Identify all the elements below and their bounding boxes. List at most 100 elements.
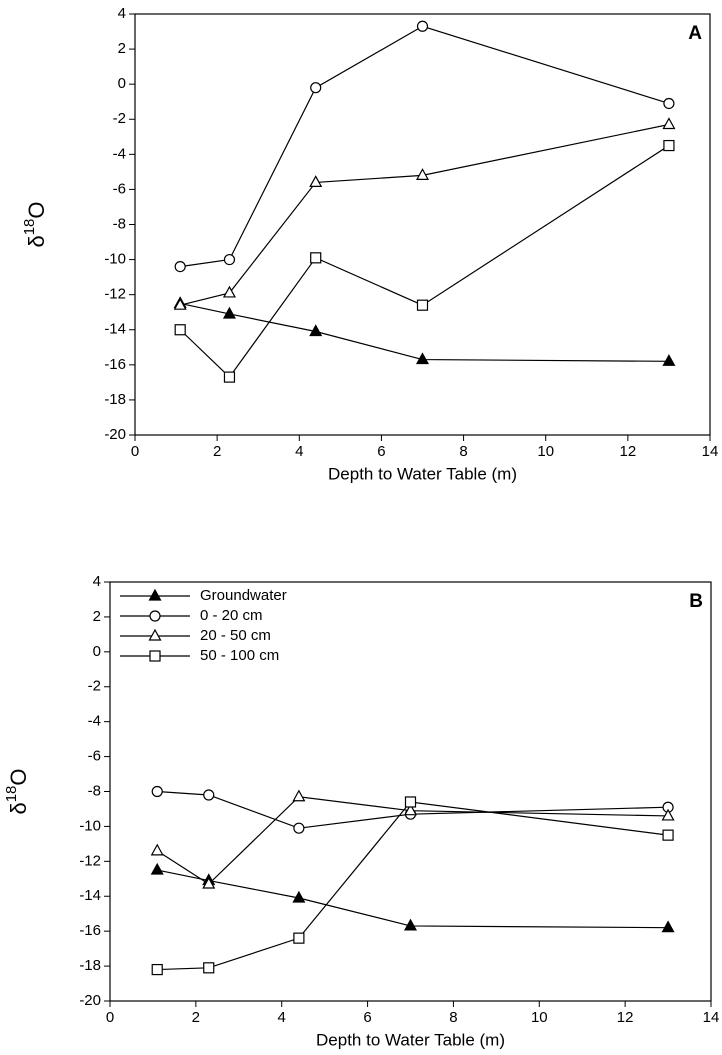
marker: [151, 785, 163, 798]
marker: [150, 843, 164, 856]
marker: [173, 297, 187, 310]
y-tick-label: 0: [93, 643, 101, 660]
y-tick-label: -14: [79, 887, 101, 904]
marker: [416, 20, 429, 32]
legend-marker: [149, 610, 161, 622]
x-tick-label: 0: [131, 443, 139, 460]
series-line: [180, 302, 669, 362]
y-tick-label: -6: [113, 180, 126, 197]
panel-label: B: [689, 591, 703, 612]
x-tick-label: 2: [213, 443, 221, 460]
x-axis-label: Depth to Water Table (m): [316, 1030, 505, 1049]
y-tick-label: -2: [113, 110, 126, 127]
marker: [203, 789, 215, 801]
y-tick-label: -12: [79, 852, 101, 869]
marker: [415, 168, 430, 180]
marker: [663, 139, 675, 152]
x-tick-label: 0: [106, 1009, 114, 1026]
y-tick-label: -8: [113, 215, 126, 232]
y-label-part: O: [6, 768, 31, 785]
marker: [222, 285, 236, 298]
marker: [202, 876, 216, 889]
legend-marker: [148, 628, 162, 641]
legend-label: 50 - 100 cm: [200, 647, 279, 664]
x-axis-label: Depth to Water Table (m): [328, 464, 517, 483]
marker: [292, 890, 306, 903]
y-tick-label: -16: [79, 922, 101, 939]
y-tick-label: -10: [104, 251, 126, 268]
y-tick-label: -8: [88, 782, 101, 799]
y-tick-label: -4: [113, 145, 126, 162]
y-tick-label: -20: [79, 992, 101, 1009]
y-label-sup: 18: [3, 786, 20, 803]
marker: [292, 789, 306, 802]
legend-marker: [148, 588, 162, 601]
x-tick-label: 12: [620, 443, 637, 460]
marker: [293, 932, 305, 944]
series-line: [157, 869, 669, 929]
marker: [661, 920, 675, 933]
marker: [662, 117, 676, 130]
y-tick-label: 0: [118, 75, 126, 92]
marker: [151, 963, 163, 976]
marker: [416, 299, 429, 311]
y-tick-label: 4: [118, 5, 126, 22]
y-label-sup: 18: [21, 219, 38, 236]
y-tick-label: -6: [88, 748, 101, 765]
marker: [203, 962, 215, 974]
y-label-part: δ: [6, 802, 31, 814]
x-tick-label: 12: [617, 1009, 634, 1026]
y-tick-label: -2: [88, 678, 101, 695]
marker: [223, 253, 236, 266]
y-label-part: δ: [24, 235, 49, 247]
x-tick-label: 14: [703, 1009, 720, 1026]
x-tick-label: 4: [295, 443, 303, 460]
marker: [150, 862, 164, 875]
x-tick-label: 6: [363, 1009, 371, 1026]
series-line: [180, 25, 670, 268]
series-line: [180, 123, 670, 306]
plot-frame: [109, 581, 712, 1002]
y-tick-label: -4: [88, 713, 101, 730]
x-tick-label: 8: [459, 443, 467, 460]
marker: [310, 252, 322, 264]
marker: [174, 324, 186, 336]
marker: [293, 822, 305, 834]
marker: [404, 796, 417, 808]
y-tick-label: -18: [79, 957, 101, 974]
marker: [309, 324, 323, 337]
y-label-part: O: [24, 201, 49, 218]
y-tick-label: -20: [104, 426, 126, 443]
marker: [222, 306, 236, 319]
x-tick-label: 10: [537, 443, 554, 460]
marker: [174, 261, 186, 273]
legend-label: 20 - 50 cm: [200, 627, 271, 644]
x-tick-label: 10: [531, 1009, 548, 1026]
marker: [403, 918, 418, 931]
y-tick-label: -12: [104, 286, 126, 303]
x-tick-label: 8: [449, 1009, 457, 1026]
panel-label: A: [688, 23, 702, 44]
legend-label: 0 - 20 cm: [200, 607, 263, 624]
y-tick-label: -10: [79, 817, 101, 834]
marker: [662, 354, 676, 366]
marker: [661, 808, 675, 821]
plot-frame: [134, 13, 711, 436]
y-tick-label: 2: [93, 608, 101, 625]
y-axis-label: δ18O: [21, 201, 49, 247]
marker: [310, 82, 322, 94]
y-axis-label: δ18O: [3, 768, 31, 814]
marker: [223, 371, 236, 383]
marker: [309, 175, 323, 187]
marker: [663, 97, 675, 110]
x-tick-label: 4: [278, 1009, 286, 1026]
y-tick-label: 4: [93, 573, 101, 590]
marker: [662, 829, 674, 841]
y-tick-label: 2: [118, 40, 126, 57]
x-tick-label: 14: [702, 443, 719, 460]
legend-label: Groundwater: [200, 587, 287, 604]
x-tick-label: 6: [377, 443, 385, 460]
y-tick-label: -16: [104, 356, 126, 373]
